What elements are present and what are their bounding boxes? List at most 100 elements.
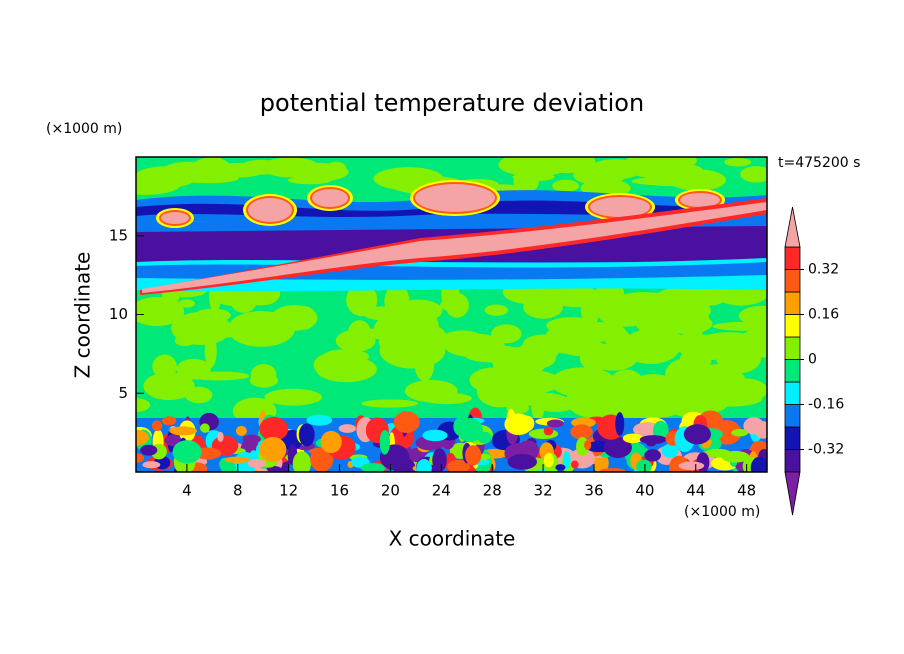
contour-patch: [603, 437, 632, 458]
contour-patch: [364, 327, 399, 340]
contour-patch: [716, 343, 762, 374]
contour-patch: [543, 452, 554, 468]
contour-patch: [722, 371, 745, 384]
chart-title: potential temperature deviation: [260, 89, 644, 117]
contour-patch: [379, 430, 390, 455]
contour-patch: [484, 304, 509, 316]
contour-patch: [421, 392, 472, 405]
contour-patch: [136, 398, 151, 413]
contour-patch: [157, 174, 200, 185]
colorbar-bin: [784, 359, 801, 383]
contour-patch: [680, 330, 706, 350]
contour-patch: [571, 460, 579, 469]
contour-patch: [221, 461, 237, 472]
contour-patch: [178, 299, 196, 308]
contour-patch: [312, 189, 348, 207]
contour-patch: [142, 202, 767, 293]
contour-patch: [661, 443, 679, 458]
contour-patch: [670, 379, 694, 404]
contour-patch: [669, 169, 726, 191]
contour-patch: [172, 440, 202, 464]
y-tick-label: 5: [118, 384, 128, 402]
contour-patch: [192, 157, 231, 176]
contour-patch: [552, 179, 579, 193]
contour-patch: [615, 412, 625, 436]
x-tick-label: 36: [584, 482, 603, 500]
contour-patch: [214, 287, 254, 306]
contour-patch: [750, 456, 767, 472]
contour-patch: [361, 399, 419, 408]
contour-patch: [565, 378, 595, 395]
contour-patch: [492, 347, 547, 378]
contour-patch: [730, 289, 747, 305]
contour-patch: [151, 420, 163, 432]
contour-patch: [445, 292, 469, 318]
contour-patch: [743, 417, 765, 435]
x-unit: (×1000 m): [684, 504, 760, 520]
x-tick-label: 8: [233, 482, 243, 500]
contour-patch: [528, 428, 559, 440]
contour-patch: [562, 451, 571, 469]
contour-patch: [250, 363, 277, 385]
colorbar-tick-label: 0.32: [808, 262, 839, 278]
colorbar-tick-label: -0.16: [808, 397, 844, 413]
contour-patch: [738, 305, 767, 326]
contour-patch: [651, 297, 711, 324]
contour-patch: [362, 306, 408, 321]
contour-patch: [161, 212, 189, 224]
contour-patch: [447, 459, 470, 472]
contour-patch: [626, 157, 697, 171]
contour-patch: [217, 431, 224, 442]
colorbar-bin: [784, 336, 801, 360]
contour-patch: [247, 458, 267, 469]
contour-patch: [625, 374, 681, 410]
colorbar-bin: [784, 449, 801, 473]
x-tick-label: 24: [432, 482, 451, 500]
contour-patch: [264, 388, 322, 406]
contour-patch: [498, 369, 561, 395]
contour-patch: [622, 332, 680, 364]
y-tick-label: 10: [109, 305, 128, 323]
contour-patch: [477, 431, 492, 444]
contour-patch: [546, 317, 599, 335]
y-axis-label: Z coordinate: [71, 252, 95, 379]
y-tick-label: 15: [109, 226, 128, 244]
contour-patch: [405, 323, 448, 353]
contour-patch: [680, 193, 720, 207]
contour-patch: [235, 425, 247, 436]
colorbar-bin: [784, 291, 801, 315]
x-tick-label: 12: [279, 482, 298, 500]
contour-patch: [320, 430, 342, 454]
contour-patch: [442, 330, 483, 346]
contour-patch: [200, 423, 210, 433]
contour-patch: [151, 314, 175, 324]
contour-patch: [504, 413, 533, 436]
contour-patch: [416, 459, 432, 472]
contour-patch: [570, 424, 593, 440]
annotation: t=475200 s: [778, 155, 860, 171]
contour-patch: [143, 372, 195, 401]
contour-patch: [185, 386, 213, 404]
contour-patch: [347, 320, 372, 347]
contour-patch: [590, 197, 650, 217]
y-unit: (×1000 m): [46, 121, 122, 137]
contour-patch: [422, 429, 448, 442]
colorbar-tick-label: -0.32: [808, 442, 844, 458]
contour-patch: [579, 346, 606, 370]
x-tick-label: 28: [483, 482, 502, 500]
contour-patch: [584, 440, 592, 451]
contour-patch: [169, 426, 198, 436]
contour-patch: [346, 283, 378, 317]
contour-patch: [224, 456, 250, 464]
contour-patch: [712, 321, 767, 331]
contour-patch: [360, 463, 386, 472]
contour-patch: [678, 461, 705, 471]
contour-patch: [248, 198, 292, 222]
contour-patch: [731, 429, 749, 437]
contour-patch: [298, 423, 315, 447]
contour-patch: [393, 411, 420, 433]
contour-patch: [546, 419, 564, 428]
contour-patch: [306, 414, 333, 426]
contour-patch: [555, 464, 566, 471]
contour-patch: [259, 416, 289, 441]
